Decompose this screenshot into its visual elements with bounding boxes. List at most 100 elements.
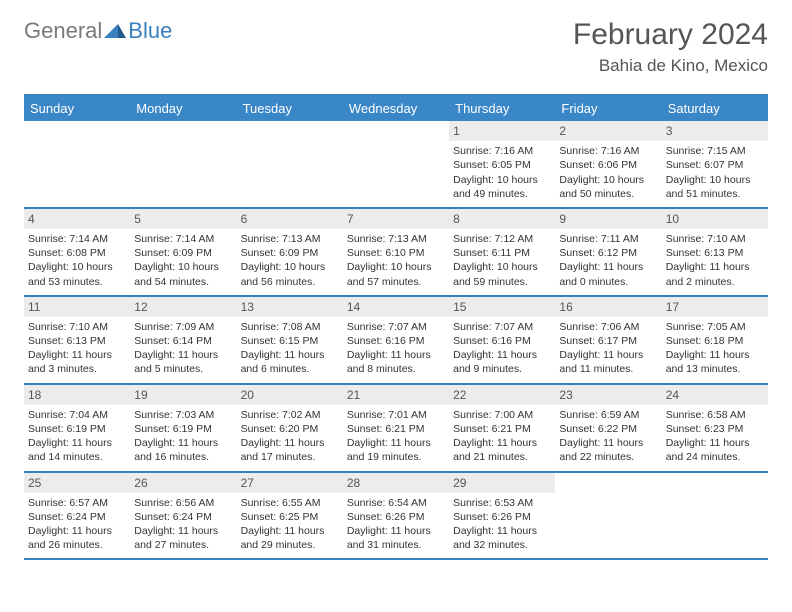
day-cell: . — [343, 121, 449, 207]
logo-text-blue: Blue — [128, 18, 172, 44]
day-body: Sunrise: 7:00 AMSunset: 6:21 PMDaylight:… — [453, 408, 551, 465]
day-cell: 14Sunrise: 7:07 AMSunset: 6:16 PMDayligh… — [343, 297, 449, 383]
day-body: Sunrise: 6:57 AMSunset: 6:24 PMDaylight:… — [28, 496, 126, 553]
day-number: 12 — [130, 297, 236, 317]
day-number: 4 — [24, 209, 130, 229]
day-cell: 20Sunrise: 7:02 AMSunset: 6:20 PMDayligh… — [237, 385, 343, 471]
daylight-line: Daylight: 10 hours and 53 minutes. — [28, 260, 126, 288]
day-number: 17 — [662, 297, 768, 317]
daylight-line: Daylight: 10 hours and 56 minutes. — [241, 260, 339, 288]
sunset-line: Sunset: 6:13 PM — [28, 334, 126, 348]
sunset-line: Sunset: 6:10 PM — [347, 246, 445, 260]
day-body: Sunrise: 7:14 AMSunset: 6:09 PMDaylight:… — [134, 232, 232, 289]
sunrise-line: Sunrise: 7:05 AM — [666, 320, 764, 334]
day-cell: . — [237, 121, 343, 207]
day-body: Sunrise: 7:14 AMSunset: 6:08 PMDaylight:… — [28, 232, 126, 289]
daylight-line: Daylight: 11 hours and 14 minutes. — [28, 436, 126, 464]
day-body: Sunrise: 7:13 AMSunset: 6:09 PMDaylight:… — [241, 232, 339, 289]
day-body: Sunrise: 6:55 AMSunset: 6:25 PMDaylight:… — [241, 496, 339, 553]
sunrise-line: Sunrise: 7:07 AM — [347, 320, 445, 334]
sunrise-line: Sunrise: 6:56 AM — [134, 496, 232, 510]
sunset-line: Sunset: 6:16 PM — [453, 334, 551, 348]
day-cell: 18 Sunrise: 7:04 AMSunset: 6:19 PMDayligh… — [24, 385, 130, 471]
sunset-line: Sunset: 6:05 PM — [453, 158, 551, 172]
day-body: Sunrise: 7:08 AMSunset: 6:15 PMDaylight:… — [241, 320, 339, 377]
sunset-line: Sunset: 6:17 PM — [559, 334, 657, 348]
sunset-line: Sunset: 6:14 PM — [134, 334, 232, 348]
day-body: Sunrise: 7:10 AMSunset: 6:13 PMDaylight:… — [28, 320, 126, 377]
day-cell: 4 Sunrise: 7:14 AMSunset: 6:08 PMDaylight… — [24, 209, 130, 295]
day-header: Thursday — [449, 96, 555, 121]
sunset-line: Sunset: 6:19 PM — [134, 422, 232, 436]
day-body: Sunrise: 7:04 AMSunset: 6:19 PMDaylight:… — [28, 408, 126, 465]
day-body: Sunrise: 7:06 AMSunset: 6:17 PMDaylight:… — [559, 320, 657, 377]
day-header: Saturday — [662, 96, 768, 121]
sunrise-line: Sunrise: 6:59 AM — [559, 408, 657, 422]
day-cell: 6Sunrise: 7:13 AMSunset: 6:09 PMDaylight… — [237, 209, 343, 295]
sunrise-line: Sunrise: 7:14 AM — [28, 232, 126, 246]
day-body: Sunrise: 6:59 AMSunset: 6:22 PMDaylight:… — [559, 408, 657, 465]
day-cell: 15Sunrise: 7:07 AMSunset: 6:16 PMDayligh… — [449, 297, 555, 383]
day-body: Sunrise: 6:56 AMSunset: 6:24 PMDaylight:… — [134, 496, 232, 553]
day-cell: 11Sunrise: 7:10 AMSunset: 6:13 PMDayligh… — [24, 297, 130, 383]
week-row: ....1Sunrise: 7:16 AMSunset: 6:05 PMDayl… — [24, 121, 768, 209]
daylight-line: Daylight: 11 hours and 8 minutes. — [347, 348, 445, 376]
day-cell: 26 Sunrise: 6:56 AMSunset: 6:24 PMDayligh… — [130, 473, 236, 559]
sunrise-line: Sunrise: 7:03 AM — [134, 408, 232, 422]
sunset-line: Sunset: 6:25 PM — [241, 510, 339, 524]
day-body: Sunrise: 7:07 AMSunset: 6:16 PMDaylight:… — [453, 320, 551, 377]
day-number: 9 — [555, 209, 661, 229]
sunset-line: Sunset: 6:07 PM — [666, 158, 764, 172]
daylight-line: Daylight: 11 hours and 16 minutes. — [134, 436, 232, 464]
day-cell: 10Sunrise: 7:10 AMSunset: 6:13 PMDayligh… — [662, 209, 768, 295]
sunset-line: Sunset: 6:21 PM — [453, 422, 551, 436]
sunset-line: Sunset: 6:09 PM — [134, 246, 232, 260]
day-cell: 7Sunrise: 7:13 AMSunset: 6:10 PMDaylight… — [343, 209, 449, 295]
sunrise-line: Sunrise: 6:53 AM — [453, 496, 551, 510]
daylight-line: Daylight: 11 hours and 17 minutes. — [241, 436, 339, 464]
daylight-line: Daylight: 11 hours and 13 minutes. — [666, 348, 764, 376]
day-cell: 24 Sunrise: 6:58 AMSunset: 6:23 PMDayligh… — [662, 385, 768, 471]
sunrise-line: Sunrise: 7:16 AM — [453, 144, 551, 158]
sunrise-line: Sunrise: 7:00 AM — [453, 408, 551, 422]
title-month: February 2024 — [573, 18, 768, 52]
sunrise-line: Sunrise: 7:02 AM — [241, 408, 339, 422]
sunrise-line: Sunrise: 7:07 AM — [453, 320, 551, 334]
daylight-line: Daylight: 11 hours and 24 minutes. — [666, 436, 764, 464]
day-number: 18 — [24, 385, 130, 405]
day-body: Sunrise: 6:58 AMSunset: 6:23 PMDaylight:… — [666, 408, 764, 465]
logo-triangle-icon — [104, 22, 126, 40]
day-cell: . — [24, 121, 130, 207]
daylight-line: Daylight: 11 hours and 0 minutes. — [559, 260, 657, 288]
day-number: 24 — [662, 385, 768, 405]
daylight-line: Daylight: 11 hours and 11 minutes. — [559, 348, 657, 376]
day-cell: 12Sunrise: 7:09 AMSunset: 6:14 PMDayligh… — [130, 297, 236, 383]
daylight-line: Daylight: 11 hours and 27 minutes. — [134, 524, 232, 552]
day-cell: 29Sunrise: 6:53 AMSunset: 6:26 PMDayligh… — [449, 473, 555, 559]
day-cell: . — [130, 121, 236, 207]
weeks-container: ....1Sunrise: 7:16 AMSunset: 6:05 PMDayl… — [24, 121, 768, 560]
sunset-line: Sunset: 6:15 PM — [241, 334, 339, 348]
day-header: Monday — [130, 96, 236, 121]
day-body: Sunrise: 7:07 AMSunset: 6:16 PMDaylight:… — [347, 320, 445, 377]
sunrise-line: Sunrise: 6:58 AM — [666, 408, 764, 422]
day-number: 8 — [449, 209, 555, 229]
daylight-line: Daylight: 11 hours and 21 minutes. — [453, 436, 551, 464]
sunrise-line: Sunrise: 7:06 AM — [559, 320, 657, 334]
sunset-line: Sunset: 6:18 PM — [666, 334, 764, 348]
sunset-line: Sunset: 6:20 PM — [241, 422, 339, 436]
sunrise-line: Sunrise: 6:57 AM — [28, 496, 126, 510]
daylight-line: Daylight: 11 hours and 29 minutes. — [241, 524, 339, 552]
day-header: Wednesday — [343, 96, 449, 121]
sunrise-line: Sunrise: 7:12 AM — [453, 232, 551, 246]
day-number: 13 — [237, 297, 343, 317]
day-number: 28 — [343, 473, 449, 493]
day-body: Sunrise: 6:53 AMSunset: 6:26 PMDaylight:… — [453, 496, 551, 553]
title-block: February 2024 Bahia de Kino, Mexico — [573, 18, 768, 76]
sunrise-line: Sunrise: 7:13 AM — [241, 232, 339, 246]
day-number: 7 — [343, 209, 449, 229]
day-body: Sunrise: 7:16 AMSunset: 6:06 PMDaylight:… — [559, 144, 657, 201]
day-body: Sunrise: 7:16 AMSunset: 6:05 PMDaylight:… — [453, 144, 551, 201]
day-number: 26 — [130, 473, 236, 493]
day-cell: 28Sunrise: 6:54 AMSunset: 6:26 PMDayligh… — [343, 473, 449, 559]
